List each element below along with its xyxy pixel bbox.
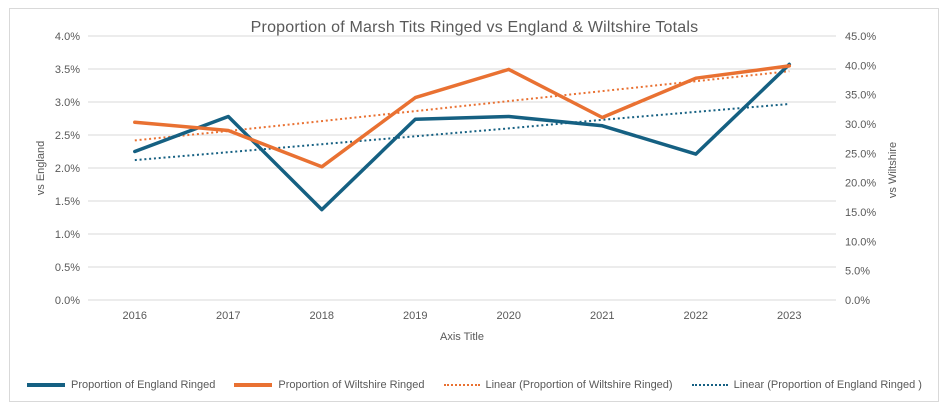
left-axis-tick-labels: 4.0% 3.5% 3.0% 2.5% 2.0% 1.5% 1.0% 0.5% 0.0% [55,31,80,307]
left-axis-tick-label: 3.5% [55,64,80,76]
series-lines [133,62,792,212]
england-trendline-swatch-icon [691,384,728,386]
series-line-linear-proportion-of-england-ringed [134,103,790,162]
chart-frame [9,8,939,402]
left-axis-tick-label: 1.5% [55,196,80,208]
x-axis-tick-label: 2016 [123,310,147,322]
chart-title: Proportion of Marsh Tits Ringed vs Engla… [250,19,699,36]
legend-item-england: Proportion of England Ringed [27,379,215,391]
x-axis-tick-label: 2018 [310,310,334,322]
right-axis-tick-label: 25.0% [845,148,876,160]
gridlines [88,35,836,301]
right-axis-tick-label: 10.0% [845,236,876,248]
right-axis-tick-label: 30.0% [845,119,876,131]
right-axis-title: vs Wiltshire [887,142,899,198]
x-axis-tick-label: 2017 [216,310,240,322]
wiltshire-trendline-swatch-icon [443,384,480,386]
left-axis-tick-label: 0.5% [55,262,80,274]
left-axis-tick-label: 3.0% [55,97,80,109]
england-line-swatch-icon [27,383,66,387]
left-axis-tick-label: 0.0% [55,295,80,307]
chart-legend: Proportion of England Ringed Proportion … [0,379,949,391]
left-axis-tick-label: 1.0% [55,229,80,241]
left-axis-tick-label: 4.0% [55,31,80,43]
x-axis-tick-label: 2022 [684,310,708,322]
legend-item-linear-england: Linear (Proportion of England Ringed ) [691,379,922,391]
legend-label: Linear (Proportion of Wiltshire Ringed) [485,379,673,391]
x-axis-tick-labels: 2016 2017 2018 2019 2020 2021 2022 2023 [123,310,802,322]
series-line-proportion-of-england-ringed [133,62,792,212]
x-axis-tick-label: 2019 [403,310,427,322]
series-line-proportion-of-wiltshire-ringed [133,64,792,169]
right-axis-tick-label: 45.0% [845,31,876,43]
left-axis-tick-label: 2.5% [55,130,80,142]
right-axis-tick-label: 40.0% [845,60,876,72]
x-axis-tick-label: 2021 [590,310,614,322]
wiltshire-line-swatch-icon [234,383,273,387]
legend-label: Linear (Proportion of England Ringed ) [733,379,922,391]
left-axis-title: vs England [35,141,47,195]
x-axis-title: Axis Title [439,331,484,343]
x-axis-tick-label: 2023 [777,310,801,322]
right-axis-tick-labels: 45.0% 40.0% 35.0% 30.0% 25.0% 20.0% 15.0% 10.0%… [845,31,876,307]
right-axis-tick-label: 35.0% [845,90,876,102]
legend-label: Proportion of England Ringed [71,379,216,391]
legend-item-wiltshire: Proportion of Wiltshire Ringed [234,379,425,391]
legend-label: Proportion of Wiltshire Ringed [278,379,425,391]
series-line-linear-proportion-of-wiltshire-ringed [134,70,790,142]
x-axis-tick-label: 2020 [497,310,521,322]
right-axis-tick-label: 5.0% [845,266,870,278]
right-axis-tick-label: 15.0% [845,207,876,219]
left-axis-tick-label: 2.0% [55,163,80,175]
right-axis-tick-label: 20.0% [845,178,876,190]
right-axis-tick-label: 0.0% [845,295,870,307]
legend-item-linear-wiltshire: Linear (Proportion of Wiltshire Ringed) [443,379,673,391]
